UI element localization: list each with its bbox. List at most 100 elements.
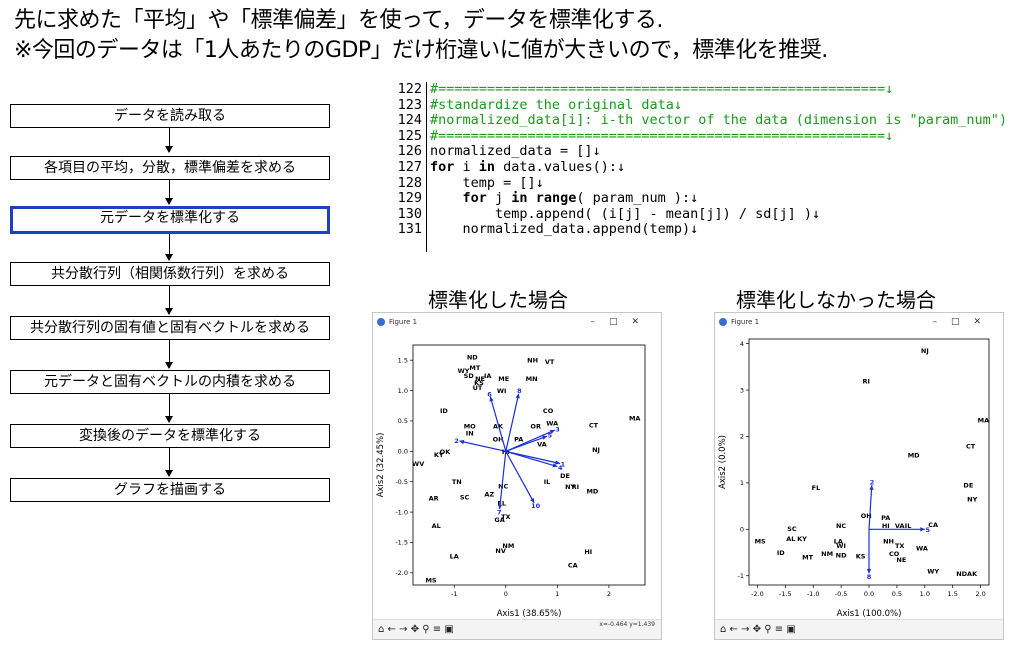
home-icon[interactable]: ⌂	[720, 624, 727, 635]
line-number: 128	[397, 174, 422, 191]
flow-arrow	[165, 286, 173, 315]
vector-label: 3	[555, 425, 560, 433]
flow-arrow	[165, 234, 173, 261]
figure-titlebar: Figure 1 –□✕	[715, 313, 1003, 331]
vector-label: 10	[531, 502, 541, 510]
figure-window-standardized: Figure 1 –□✕ -1 0 1 2 -2.0 -1.5 -1.0 -0.5 0.0 0.5…	[372, 312, 662, 640]
x-tick-label: -2.0	[751, 590, 764, 598]
configure-icon[interactable]: ≡	[774, 624, 784, 635]
matplotlib-icon	[377, 318, 385, 326]
code-text: #standardize the original data↓	[430, 96, 682, 113]
back-icon[interactable]: ←	[387, 624, 396, 635]
save-icon[interactable]: ▣	[786, 624, 796, 635]
figure-titlebar: Figure 1 –□✕	[373, 313, 661, 331]
vector-arrowhead	[497, 504, 503, 510]
line-number: 123	[397, 96, 422, 113]
data-point-label: LA	[450, 552, 459, 560]
data-point-label: MD	[586, 487, 598, 495]
vector-arrowhead	[920, 527, 925, 532]
data-point-label: CO	[543, 407, 554, 415]
y-tick-label: 4	[740, 340, 744, 348]
data-point-label: WA	[546, 419, 558, 427]
data-point-label: HI	[882, 522, 890, 530]
y-tick-label: -0.5	[395, 478, 408, 486]
code-line: 130 temp.append( (i[j] - mean[j]) / sd[j…	[392, 205, 1004, 223]
flow-step-read-data: データを読み取る	[10, 104, 330, 128]
loading-vector	[459, 440, 506, 452]
figure-toolbar: ⌂ ← → ✥ ⚲ ≡ ▣	[715, 619, 1003, 639]
y-tick-label: 0	[740, 526, 744, 534]
line-number: 127	[397, 158, 422, 175]
code-text: #=======================================…	[430, 82, 894, 97]
data-point-label: NC	[498, 482, 508, 490]
data-point-label: CT	[966, 442, 976, 450]
data-point-label: CO	[889, 550, 900, 558]
data-point-label: VA	[537, 441, 547, 449]
vector-label: 2	[454, 437, 459, 445]
flowchart: データを読み取る 各項目の平均，分散，標準偏差を求める 元データを標準化する 共…	[8, 100, 330, 510]
flow-step-covariance: 共分散行列（相関係数行列）を求める	[10, 262, 330, 286]
data-point-label: DE	[963, 482, 973, 490]
forward-icon[interactable]: →	[741, 624, 750, 635]
code-line: 122 #====================================…	[392, 82, 1004, 98]
data-point-label: VT	[545, 358, 555, 366]
coordinate-readout: x=-0.464 y=1.439	[599, 621, 655, 628]
home-icon[interactable]: ⌂	[378, 624, 385, 635]
flow-arrow	[165, 394, 173, 423]
flow-step-inner-product: 元データと固有ベクトルの内積を求める	[10, 370, 330, 394]
figure-window-label: Figure 1	[731, 318, 760, 326]
code-text: #normalized_data[i]: i-th vector of the …	[430, 112, 1004, 129]
vector-arrowhead	[489, 396, 494, 402]
code-gutter-line	[426, 82, 427, 252]
left-figure-title: 標準化した場合	[428, 288, 568, 312]
y-tick-label: 2	[740, 433, 744, 441]
data-point-label: PA	[881, 514, 890, 522]
window-controls[interactable]: –□✕	[590, 317, 653, 327]
forward-icon[interactable]: →	[399, 624, 408, 635]
x-tick-label: 1	[555, 590, 559, 598]
line-number: 130	[397, 205, 422, 222]
data-point-label: AR	[429, 495, 439, 503]
y-tick-label: 0.0	[398, 448, 408, 456]
flow-step-standardize: 元データを標準化する	[10, 206, 330, 234]
loading-vector	[505, 450, 558, 468]
pan-icon[interactable]: ✥	[410, 624, 420, 635]
data-point-label: NJ	[921, 347, 929, 355]
loading-vector	[868, 485, 873, 530]
data-point-label: ND	[467, 354, 478, 362]
vector-label: 8	[517, 387, 522, 395]
header-line-1: 先に求めた「平均」や「標準偏差」を使って，データを標準化する.	[14, 8, 663, 33]
vector-arrowhead	[555, 460, 560, 465]
window-controls[interactable]: –□✕	[932, 317, 995, 327]
code-text: for j in range( param_num ):↓	[462, 190, 699, 207]
x-tick-label: 2.0	[975, 590, 985, 598]
data-point-label: WY	[927, 568, 939, 576]
data-point-label: HI	[584, 548, 592, 556]
vector-label: 2	[870, 479, 875, 487]
flow-step-draw-graph: グラフを描画する	[10, 478, 330, 502]
data-point-label: TX	[501, 513, 510, 521]
zoom-icon[interactable]: ⚲	[764, 624, 772, 635]
data-point-label: NY	[967, 496, 977, 504]
vector-label: 8	[867, 573, 872, 581]
line-number: 126	[397, 143, 422, 160]
data-point-label: MT	[802, 554, 813, 562]
data-point-label: NC	[836, 522, 846, 530]
figure-toolbar: ⌂ ← → ✥ ⚲ ≡ ▣ x=-0.464 y=1.439	[373, 619, 661, 639]
x-tick-label: -1.5	[779, 590, 792, 598]
configure-icon[interactable]: ≡	[432, 624, 442, 635]
back-icon[interactable]: ←	[729, 624, 738, 635]
data-point-label: NJ	[592, 446, 600, 454]
save-icon[interactable]: ▣	[444, 624, 454, 635]
data-point-label: WV	[412, 460, 424, 468]
scatter-chart-standardized: -1 0 1 2 -2.0 -1.5 -1.0 -0.5 0.0 0.5 1.0 1.5 Axis1 (…	[376, 344, 646, 619]
data-point-label: WI	[497, 387, 507, 395]
pan-icon[interactable]: ✥	[752, 624, 762, 635]
loading-vector	[489, 396, 507, 452]
data-point-label: IL	[544, 478, 551, 486]
data-point-label: SC	[460, 493, 470, 501]
y-tick-label: 1.5	[398, 356, 408, 364]
zoom-icon[interactable]: ⚲	[422, 624, 430, 635]
data-point-label: ME	[498, 375, 509, 383]
data-point-label: MT	[469, 364, 480, 372]
